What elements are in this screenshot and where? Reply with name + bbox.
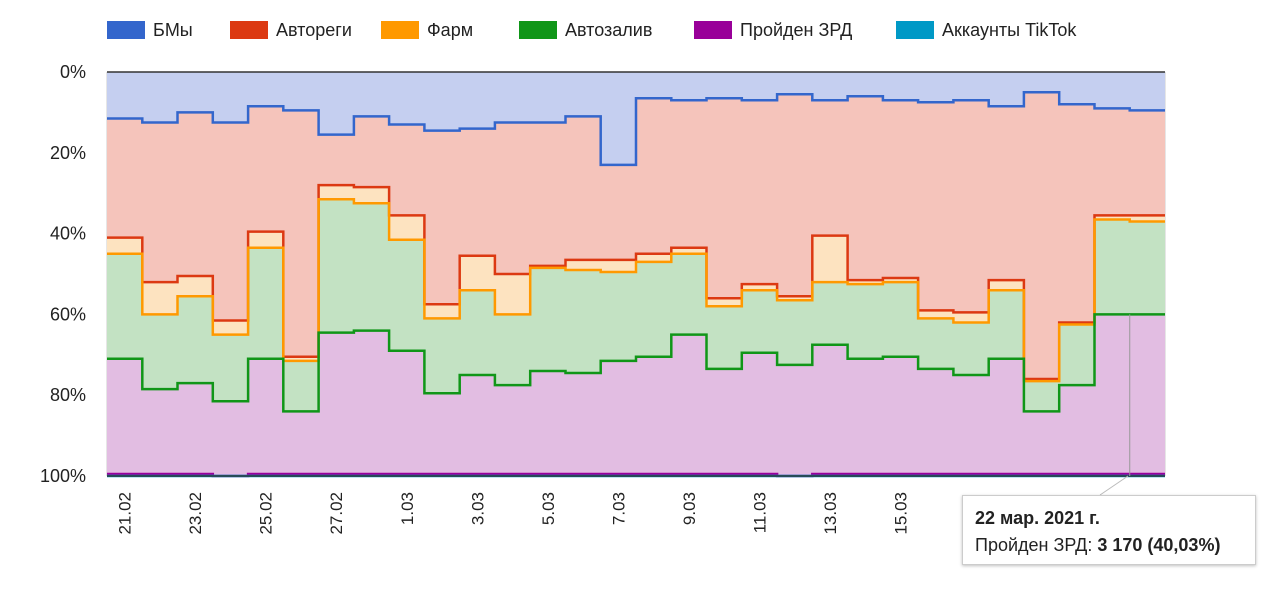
y-tick-label: 80% [50,385,86,405]
x-tick-label: 13.03 [821,492,840,535]
line-series-3 [107,198,1165,383]
x-tick-label: 15.03 [892,492,911,535]
y-tick-label: 60% [50,304,86,324]
legend-label-4: Автозалив [565,20,652,40]
x-tick-label: 27.02 [327,492,346,535]
area-series-5 [107,314,1165,476]
legend-swatch-5 [694,21,732,39]
area-series-2 [107,92,1165,379]
legend-swatch-2 [230,21,268,39]
x-tick-label: 3.03 [468,492,487,525]
line-series-1 [107,90,1165,167]
plot-area [106,71,1166,478]
legend-label-6: Аккаунты TikTok [942,20,1077,40]
x-tick-label: 9.03 [680,492,699,525]
tooltip: 22 мар. 2021 г. Пройден ЗРД: 3 170 (40,0… [962,495,1256,565]
tooltip-connector [1099,475,1129,496]
legend-swatch-1 [107,21,145,39]
tooltip-line: Пройден ЗРД: 3 170 (40,03%) [975,535,1243,556]
y-tick-label: 40% [50,224,86,244]
legend-swatch-6 [896,21,934,39]
tooltip-date: 22 мар. 2021 г. [975,508,1100,528]
legend: БМы Автореги Фарм Автозалив Пройден ЗРД Аккау… [107,20,1077,40]
y-tick-label: 20% [50,143,86,163]
y-tick-label: 100% [40,466,86,486]
x-axis: 21.02 23.02 25.02 27.02 1.03 3.03 5.03 7.03 9.03… [116,492,911,535]
x-tick-label: 21.02 [116,492,135,535]
x-tick-label: 5.03 [539,492,558,525]
legend-label-3: Фарм [427,20,473,40]
line-series-4 [107,313,1165,413]
x-tick-label: 1.03 [398,492,417,525]
line-series-5 [107,472,1165,478]
area-series-4 [107,199,1165,412]
y-tick-label: 0% [60,62,86,82]
x-tick-label: 11.03 [750,492,769,533]
y-axis: 0% 20% 40% 60% 80% 100% [40,62,86,486]
legend-swatch-3 [381,21,419,39]
legend-label-2: Автореги [276,20,352,40]
tooltip-value: 3 170 (40,03%) [1097,535,1221,555]
legend-label-5: Пройден ЗРД [740,20,852,40]
x-tick-label: 25.02 [257,492,276,535]
series-lines [107,71,1165,478]
legend-swatch-4 [519,21,557,39]
tooltip-series-label: Пройден ЗРД: [975,535,1093,555]
x-tick-label: 7.03 [609,492,628,525]
tooltip-pointer [1099,314,1131,496]
x-tick-label: 23.02 [186,492,205,535]
legend-label-1: БМы [153,20,193,40]
